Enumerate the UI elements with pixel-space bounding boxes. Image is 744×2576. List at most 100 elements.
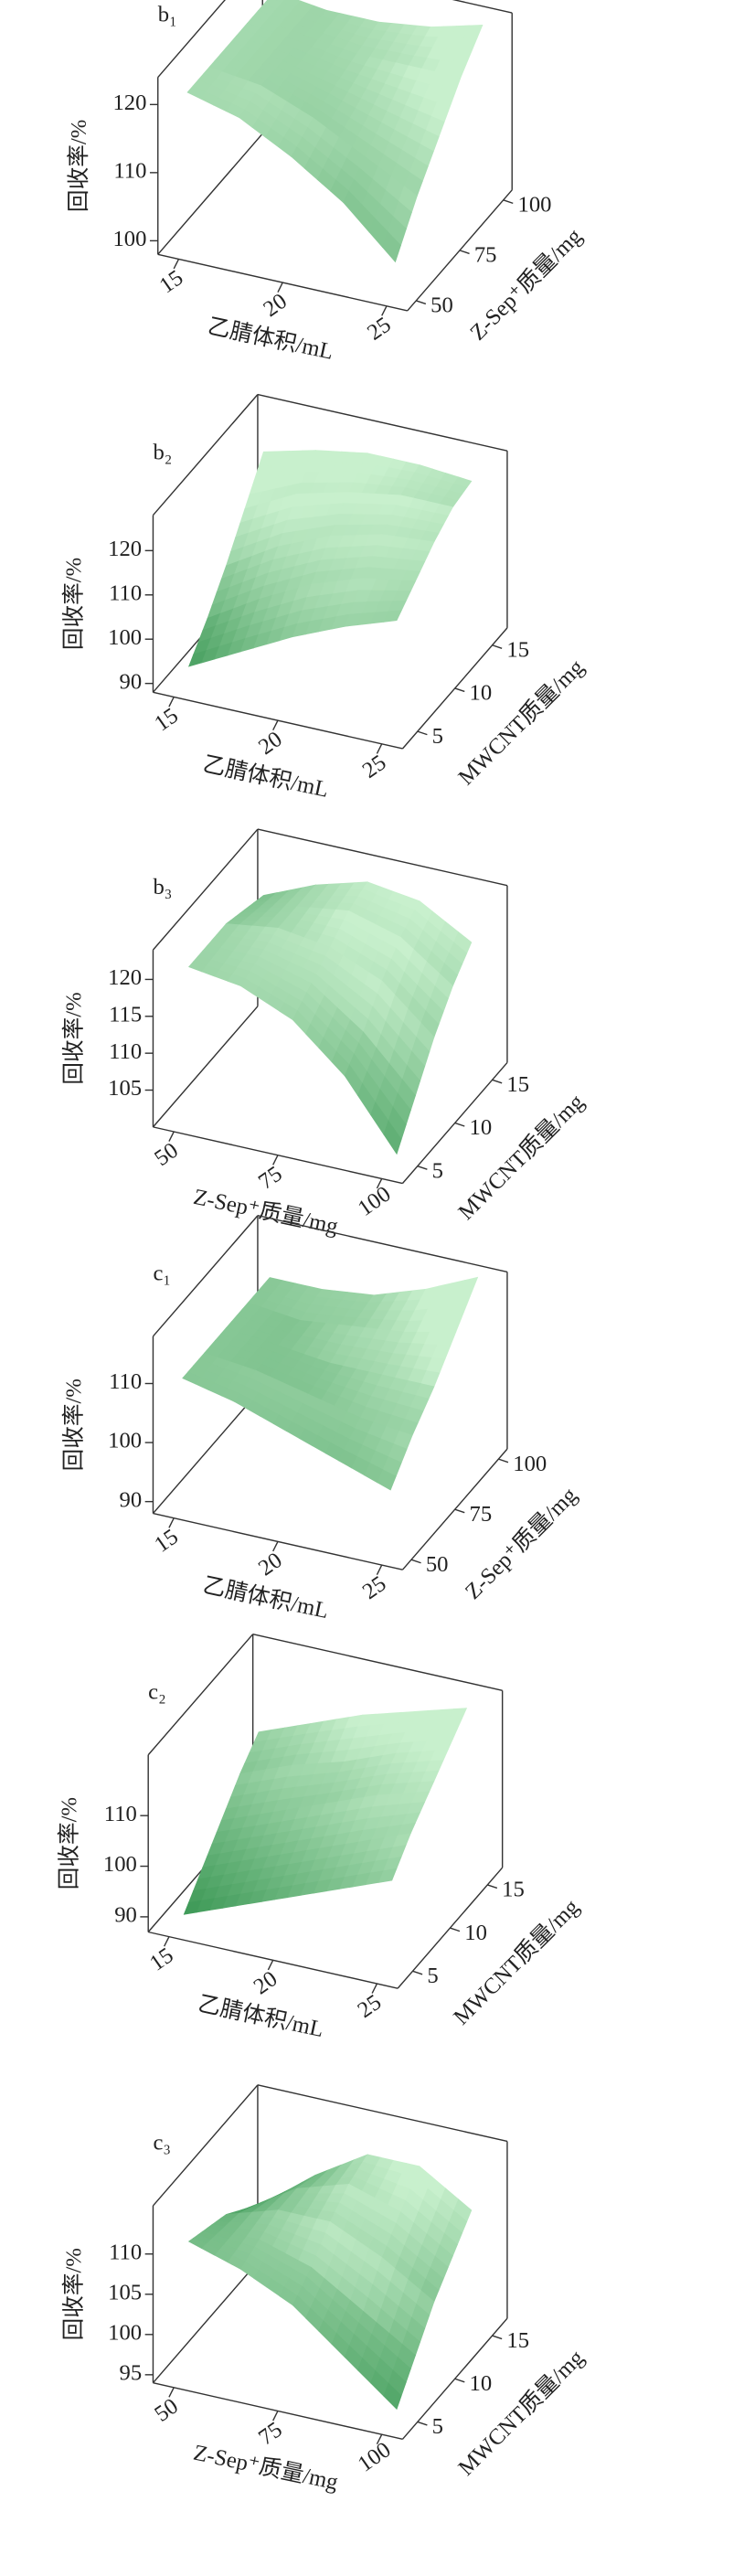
x-tick: [376, 743, 383, 754]
x-tick: [277, 282, 283, 293]
y-tick: [417, 2421, 428, 2426]
y-tick: [454, 687, 465, 693]
y-axis-label: MWCNT质量/mg: [453, 2345, 590, 2481]
x-axis-label: 乙腈体积/mL: [196, 1991, 325, 2042]
y-tick-label: 100: [518, 193, 552, 218]
surface-patch: [383, 2382, 402, 2411]
z-tick-label: 120: [112, 90, 146, 115]
z-tick-label: 105: [108, 2280, 142, 2305]
x-tick-label: 75: [254, 1161, 287, 1194]
z-tick-label: 100: [108, 625, 142, 650]
axis-box: [152, 2084, 259, 2207]
axis-box: [152, 1006, 259, 1128]
y-tick: [487, 1884, 498, 1889]
surface-panel: b₁ 100 110 120 回收率/% 15 20 25 乙腈体积/mL 50 75 100 Z-Se…: [66, 0, 587, 365]
axis-box: [157, 0, 226, 79]
y-tick: [492, 2335, 503, 2340]
x-tick-label: 15: [145, 1943, 178, 1975]
x-tick: [376, 1178, 383, 1189]
z-tick-label: 90: [114, 1903, 137, 1928]
z-tick-label: 105: [108, 1076, 142, 1101]
y-tick-label: 5: [432, 724, 443, 749]
surface-panel: b₃105110115120回收率/%5075100Z-Sep⁺质量/mg510…: [61, 828, 590, 1240]
y-axis-label: Z-Sep⁺质量/mg: [460, 1482, 582, 1604]
x-tick-label: 25: [358, 750, 391, 783]
z-tick-label: 90: [120, 1487, 143, 1512]
surface-patch: [383, 610, 402, 623]
z-tick-label: 100: [112, 227, 146, 251]
z-axis-label: 回收率/%: [61, 1378, 87, 1471]
x-tick-label: 100: [354, 2437, 396, 2476]
y-tick-label: 5: [432, 1158, 443, 1183]
y-tick-label: 5: [427, 1964, 438, 1988]
y-tick-label: 15: [506, 2328, 529, 2353]
axis-box: [152, 828, 259, 951]
x-tick: [164, 1936, 170, 1947]
x-tick: [376, 2433, 383, 2445]
z-tick-label: 100: [108, 2320, 142, 2345]
y-tick: [459, 250, 470, 255]
x-tick: [381, 305, 388, 316]
x-tick-label: 50: [150, 1138, 183, 1171]
z-axis-label: 回收率/%: [61, 558, 87, 650]
panel-label: c₂: [148, 1679, 166, 1704]
z-axis-label: 回收率/%: [56, 1797, 81, 1889]
y-tick: [417, 1165, 428, 1170]
y-tick-label: 15: [502, 1878, 525, 1902]
axis-box: [152, 1392, 259, 1515]
surface-patch: [383, 1120, 402, 1155]
panel-label: b₃: [153, 875, 172, 899]
z-tick-label: 110: [109, 2240, 142, 2264]
z-tick-label: 100: [108, 1429, 142, 1453]
z-axis-label: 回收率/%: [61, 2248, 87, 2340]
x-tick: [173, 259, 180, 270]
x-tick-label: 50: [150, 2394, 183, 2427]
axis-box: [147, 1634, 254, 1756]
x-axis-label: 乙腈体积/mL: [206, 313, 335, 364]
axis-box: [152, 2262, 259, 2384]
axis-box: [157, 133, 263, 255]
x-tick-label: 25: [353, 1990, 386, 2023]
y-axis-label: MWCNT质量/mg: [448, 1894, 584, 2030]
y-tick-label: 75: [474, 243, 497, 268]
x-tick-label: 20: [259, 289, 292, 322]
x-tick-label: 15: [155, 265, 188, 298]
x-tick: [267, 1960, 274, 1971]
y-tick-label: 15: [506, 1072, 529, 1097]
z-tick-label: 110: [104, 1802, 137, 1826]
y-tick-label: 10: [470, 1115, 493, 1140]
z-tick-label: 115: [109, 1002, 142, 1027]
y-tick-label: 10: [470, 2371, 493, 2396]
x-axis-label: 乙腈体积/mL: [201, 751, 331, 803]
x-tick: [168, 2387, 175, 2398]
z-tick-label: 110: [109, 1369, 142, 1394]
surface-panel: b₂90100110120回收率/%152025乙腈体积/mL51015MWCN…: [61, 393, 589, 803]
y-tick: [417, 730, 428, 736]
x-axis-label: 乙腈体积/mL: [201, 1572, 331, 1623]
z-tick-label: 110: [109, 1039, 142, 1064]
x-tick: [376, 1564, 383, 1575]
y-tick: [492, 644, 503, 649]
panel-label: c₃: [153, 2131, 171, 2156]
y-tick: [498, 1458, 509, 1464]
x-tick-label: 15: [150, 703, 183, 736]
axis-box: [452, 0, 513, 14]
y-axis-label: MWCNT质量/mg: [453, 1089, 590, 1225]
z-tick-label: 110: [109, 580, 142, 605]
z-tick-label: 120: [108, 537, 142, 561]
x-tick-label: 20: [254, 727, 287, 760]
axis-box: [257, 1215, 508, 1273]
x-tick: [272, 1541, 279, 1552]
y-tick: [454, 2378, 465, 2383]
y-tick-label: 15: [506, 637, 529, 662]
x-tick-label: 15: [150, 1524, 183, 1557]
y-tick-label: 10: [470, 681, 493, 706]
z-tick-label: 100: [103, 1852, 137, 1877]
axis-box: [252, 1633, 503, 1691]
y-tick-label: 100: [513, 1452, 547, 1476]
axis-box: [257, 2084, 508, 2143]
x-tick: [168, 1131, 175, 1142]
panel-label: b₁: [158, 2, 177, 27]
y-tick: [492, 1079, 503, 1084]
